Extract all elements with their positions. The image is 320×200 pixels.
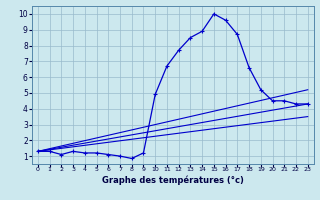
- X-axis label: Graphe des températures (°c): Graphe des températures (°c): [102, 175, 244, 185]
